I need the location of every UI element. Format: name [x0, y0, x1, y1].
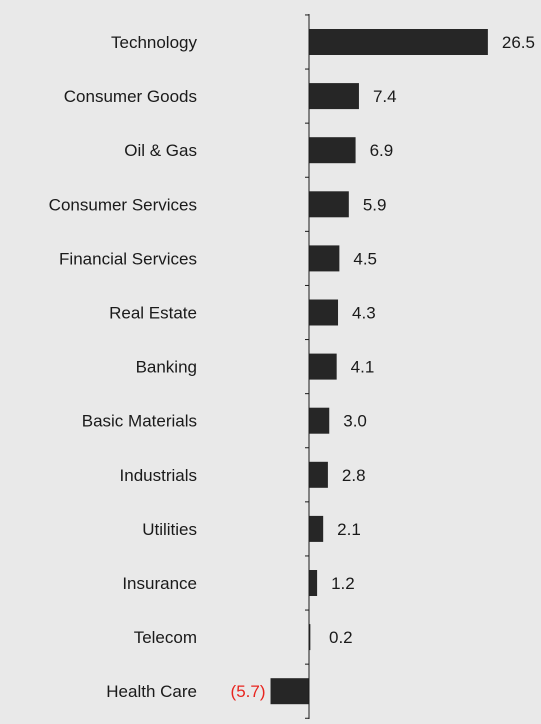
- bar: [309, 299, 339, 326]
- data-label: 0.2: [329, 628, 353, 647]
- category-label: Utilities: [142, 520, 197, 539]
- bar: [309, 137, 356, 164]
- category-label: Health Care: [106, 682, 197, 701]
- data-label: 5.9: [363, 195, 387, 214]
- data-label: 6.9: [370, 141, 394, 160]
- category-label: Oil & Gas: [124, 141, 197, 160]
- category-label: Consumer Services: [49, 195, 197, 214]
- category-label: Real Estate: [109, 304, 197, 323]
- bar: [309, 245, 340, 272]
- data-label: 3.0: [343, 412, 367, 431]
- data-label: (5.7): [231, 682, 266, 701]
- data-label: 2.8: [342, 466, 366, 485]
- data-label: 4.3: [352, 304, 376, 323]
- data-label: 7.4: [373, 87, 397, 106]
- category-label: Banking: [136, 358, 197, 377]
- bar: [309, 624, 311, 651]
- category-label: Industrials: [120, 466, 197, 485]
- bar: [270, 678, 309, 705]
- axis-layer: [305, 14, 310, 719]
- bar: [309, 570, 318, 596]
- data-label: 4.1: [351, 358, 375, 377]
- bar: [309, 407, 330, 434]
- bar: [309, 461, 328, 488]
- category-label: Financial Services: [59, 249, 197, 268]
- category-label: Basic Materials: [82, 412, 197, 431]
- data-label: 4.5: [353, 249, 377, 268]
- data-label: 1.2: [331, 574, 355, 593]
- bar: [309, 83, 359, 110]
- bar: [309, 191, 349, 218]
- bars-layer: [270, 29, 488, 705]
- data-label: 26.5: [502, 33, 535, 52]
- category-label: Insurance: [122, 574, 197, 593]
- category-label: Telecom: [134, 628, 197, 647]
- bar: [309, 29, 488, 55]
- labels-layer: Technology 26.5 Consumer Goods 7.4 Oil & Gas…: [49, 33, 535, 701]
- bar: [309, 515, 324, 542]
- bar: [309, 353, 337, 380]
- category-label: Consumer Goods: [64, 87, 197, 106]
- category-label: Technology: [111, 33, 198, 52]
- data-label: 2.1: [337, 520, 361, 539]
